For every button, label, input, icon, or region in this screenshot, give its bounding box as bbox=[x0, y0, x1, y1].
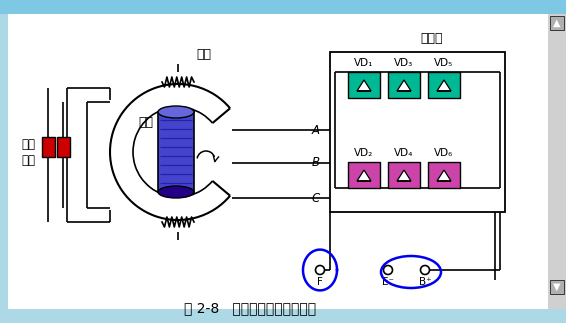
Bar bbox=[158, 112, 194, 192]
Bar bbox=[428, 162, 460, 188]
Bar bbox=[0, 0, 566, 14]
Text: 整流器: 整流器 bbox=[421, 32, 443, 45]
Circle shape bbox=[384, 266, 392, 275]
Circle shape bbox=[315, 266, 324, 275]
Text: ▼: ▼ bbox=[553, 282, 561, 292]
Text: VD₁: VD₁ bbox=[354, 58, 374, 68]
Bar bbox=[330, 52, 505, 212]
Text: A: A bbox=[312, 123, 320, 137]
Text: 转子: 转子 bbox=[139, 116, 153, 129]
Polygon shape bbox=[437, 80, 451, 91]
Text: B⁺: B⁺ bbox=[419, 277, 431, 287]
Text: B: B bbox=[312, 157, 320, 170]
Polygon shape bbox=[357, 170, 371, 181]
Text: 电刷: 电刷 bbox=[21, 153, 35, 166]
Text: C: C bbox=[312, 192, 320, 204]
Bar bbox=[428, 72, 460, 98]
Bar bbox=[42, 137, 55, 157]
Polygon shape bbox=[357, 80, 371, 91]
Text: 滑环: 滑环 bbox=[21, 138, 35, 151]
Text: ▲: ▲ bbox=[553, 18, 561, 28]
Ellipse shape bbox=[158, 106, 194, 118]
Polygon shape bbox=[397, 80, 411, 91]
Text: F: F bbox=[317, 277, 323, 287]
Text: VD₂: VD₂ bbox=[354, 148, 374, 158]
Ellipse shape bbox=[158, 186, 194, 198]
Text: 定子: 定子 bbox=[196, 47, 211, 60]
Text: VD₅: VD₅ bbox=[434, 58, 453, 68]
Circle shape bbox=[421, 266, 430, 275]
Text: E⁻: E⁻ bbox=[382, 277, 394, 287]
Text: VD₄: VD₄ bbox=[395, 148, 414, 158]
Bar bbox=[388, 162, 420, 188]
Bar bbox=[348, 72, 380, 98]
Bar bbox=[550, 16, 564, 30]
Bar bbox=[348, 162, 380, 188]
Polygon shape bbox=[437, 170, 451, 181]
Bar bbox=[548, 14, 566, 309]
Bar bbox=[57, 137, 70, 157]
Text: VD₆: VD₆ bbox=[434, 148, 453, 158]
Bar bbox=[388, 72, 420, 98]
Text: 图 2-8   交流发电机工作原理图: 图 2-8 交流发电机工作原理图 bbox=[184, 301, 316, 315]
Bar bbox=[550, 280, 564, 294]
Text: VD₃: VD₃ bbox=[395, 58, 414, 68]
Polygon shape bbox=[397, 170, 411, 181]
